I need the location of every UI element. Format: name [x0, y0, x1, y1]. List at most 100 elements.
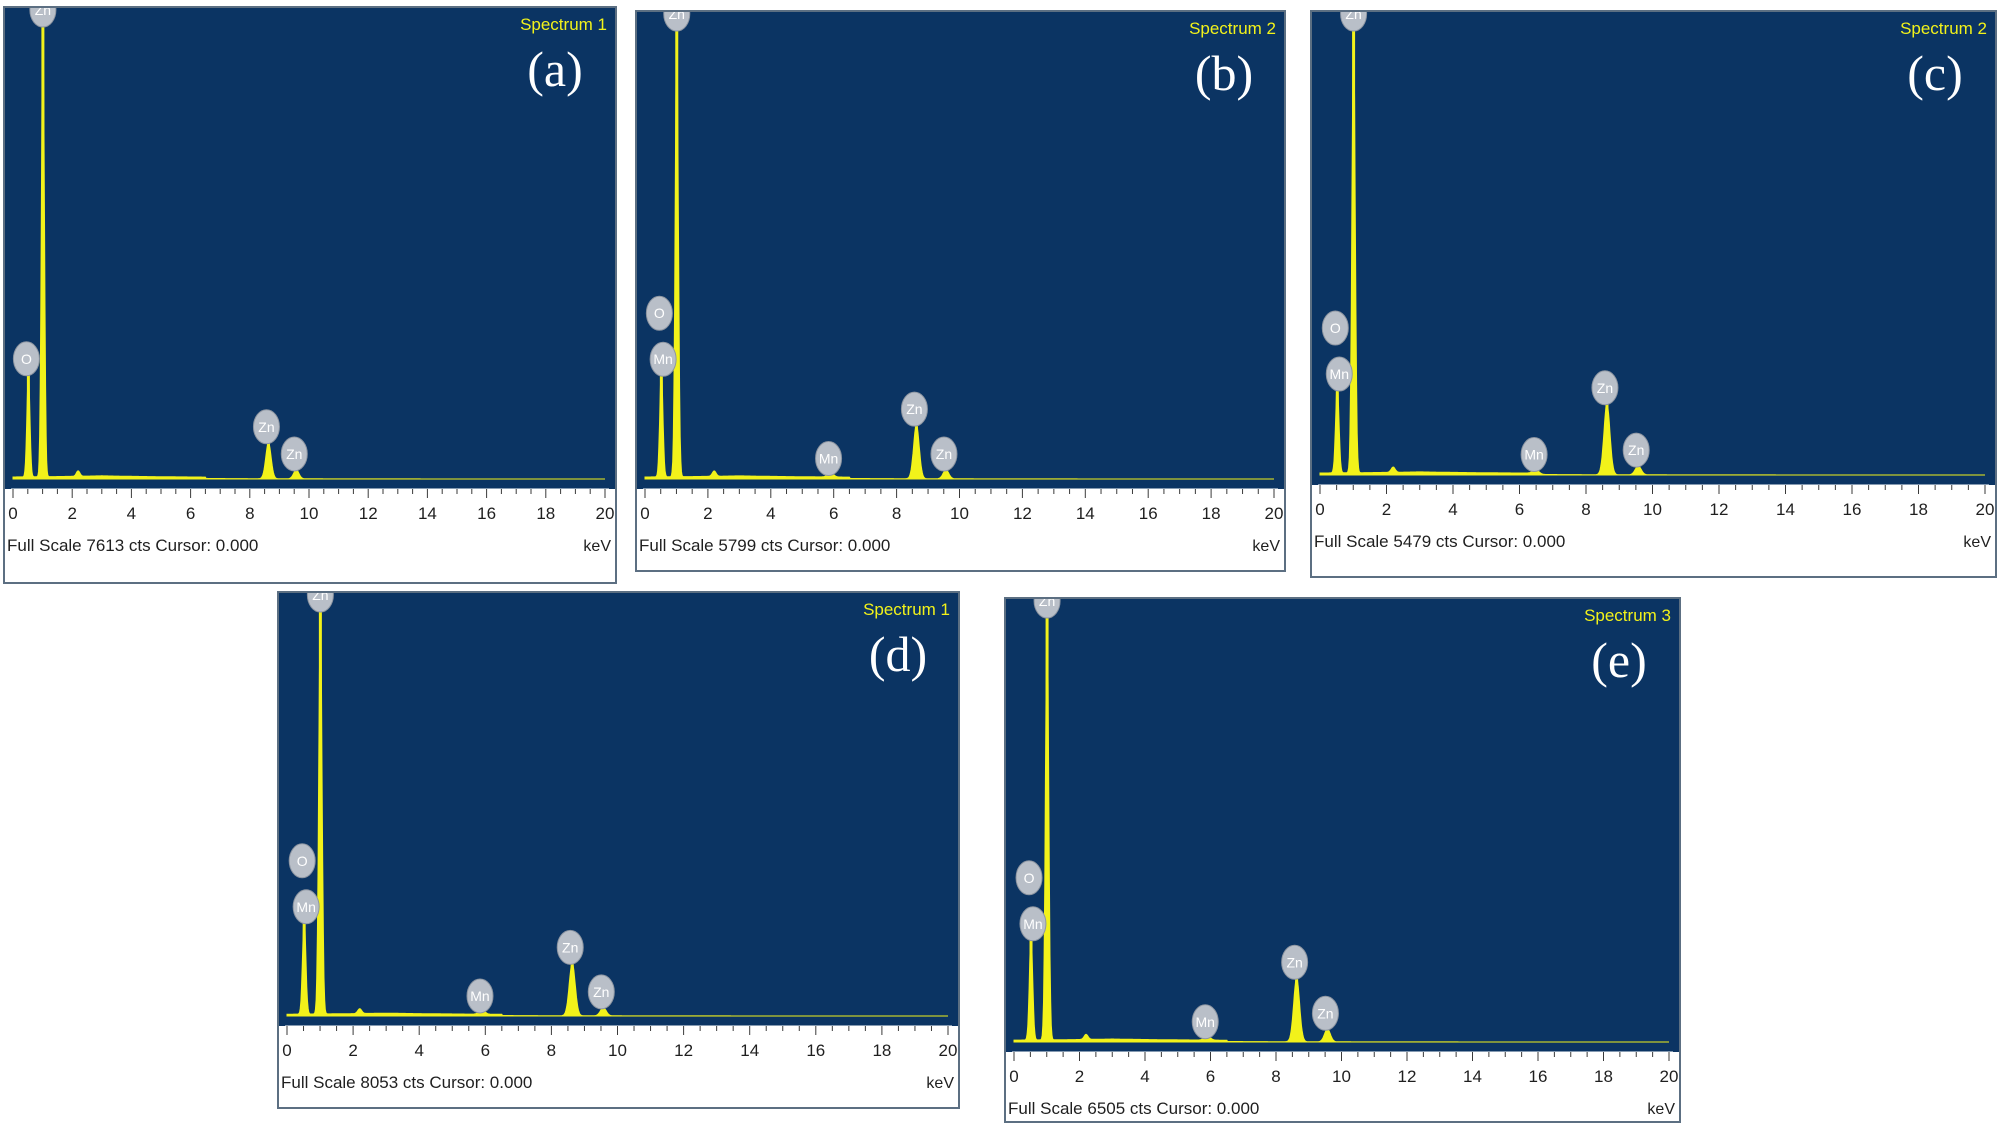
element-label-bubble [1325, 356, 1353, 392]
tick-label: 0 [1315, 500, 1324, 519]
tick-label: 10 [1332, 1067, 1351, 1086]
element-label-text: Zn [1628, 442, 1644, 458]
tick-label: 4 [1140, 1067, 1149, 1086]
tick-label: 6 [1206, 1067, 1215, 1086]
eds-spectrum-chart: O Mn Zn Mn Zn Zn Spectrum 3 (e) 0 2 4 6 8 10 12 14 16 18 2… [1006, 599, 1679, 1118]
element-label-text: O [21, 351, 32, 367]
element-label-zn: Zn [1591, 370, 1619, 406]
element-label-mn: Mn [466, 978, 494, 1014]
element-label-text: Zn [312, 593, 328, 603]
element-label-zn: Zn [587, 974, 615, 1010]
tick-label: 16 [1139, 504, 1158, 523]
tick-label: 6 [829, 504, 838, 523]
element-label-bubble [930, 436, 958, 472]
element-label-text: Zn [936, 446, 952, 462]
element-label-zn: Zn [663, 12, 691, 32]
x-axis: 0 2 4 6 8 10 12 14 16 18 20 [282, 1025, 957, 1060]
spectrum-title: Spectrum 2 [1900, 19, 1987, 38]
tick-label: 10 [1643, 500, 1662, 519]
element-label-o: O [645, 295, 673, 331]
spectrum-title: Spectrum 1 [863, 600, 950, 619]
element-label-zn: Zn [1622, 432, 1650, 468]
element-label-mn: Mn [1191, 1004, 1219, 1040]
element-label-text: Mn [470, 988, 489, 1004]
element-label-bubble [587, 974, 615, 1010]
element-label-text: Zn [906, 401, 922, 417]
tick-label: 14 [1463, 1067, 1482, 1086]
tick-label: 20 [1660, 1067, 1679, 1086]
panel-letter: (a) [527, 41, 583, 97]
eds-panel-b: O Mn Zn Mn Zn Zn Spectrum 2 (b) 0 2 4 6 8 10 12 14 16 18 2… [635, 10, 1286, 572]
eds-panel-e: O Mn Zn Mn Zn Zn Spectrum 3 (e) 0 2 4 6 8 10 12 14 16 18 2… [1004, 597, 1681, 1123]
element-label-bubble [900, 391, 928, 427]
eds-spectrum-chart: O Mn Zn Mn Zn Zn Spectrum 1 (d) 0 2 4 6 8 10 12 14 16 18 2… [279, 593, 958, 1092]
tick-label: 14 [1776, 500, 1795, 519]
panel-letter: (d) [869, 626, 927, 682]
element-label-o: O [1321, 310, 1349, 346]
footer-status: Full Scale 5479 cts Cursor: 0.000 [1314, 532, 1565, 551]
element-label-bubble [252, 409, 280, 445]
element-label-text: Mn [296, 899, 315, 915]
tick-label: 16 [477, 504, 496, 523]
element-label-bubble [1591, 370, 1619, 406]
eds-panel-a: O Zn Zn Zn Spectrum 1 (a) 0 2 4 6 8 10 12 14 16 18 20 keV… [3, 6, 617, 584]
element-label-bubble [663, 12, 691, 32]
element-label-text: Zn [669, 12, 685, 22]
eds-spectrum-chart: O Zn Zn Zn Spectrum 1 (a) 0 2 4 6 8 10 12 14 16 18 20 keV… [5, 8, 615, 555]
tick-label: 18 [1202, 504, 1221, 523]
element-label-zn: Zn [280, 436, 308, 472]
element-label-bubble [29, 8, 57, 28]
eds-panel-c: O Mn Zn Mn Zn Zn Spectrum 2 (c) 0 2 4 6 8 10 12 14 16 18 2… [1310, 10, 1997, 578]
tick-label: 18 [872, 1041, 891, 1060]
spectrum-trace [286, 616, 948, 1017]
element-label-bubble [280, 436, 308, 472]
element-label-bubble [306, 593, 334, 613]
element-label-text: Zn [1039, 599, 1055, 609]
element-label-o: O [288, 843, 316, 879]
plot-area [279, 593, 958, 1026]
tick-label: 20 [596, 504, 615, 523]
tick-label: 4 [414, 1041, 423, 1060]
tick-label: 10 [608, 1041, 627, 1060]
element-label-text: O [654, 305, 665, 321]
tick-label: 16 [1529, 1067, 1548, 1086]
x-axis: 0 2 4 6 8 10 12 14 16 18 20 [8, 488, 615, 523]
element-label-bubble [1281, 944, 1309, 980]
spectrum-trace [1319, 36, 1985, 476]
tick-label: 18 [536, 504, 555, 523]
tick-label: 16 [1843, 500, 1862, 519]
element-label-mn: Mn [292, 889, 320, 925]
element-label-zn: Zn [900, 391, 928, 427]
element-label-bubble [815, 441, 843, 477]
axis-unit-label: keV [1252, 538, 1280, 555]
element-label-zn: Zn [1281, 944, 1309, 980]
tick-label: 6 [186, 504, 195, 523]
tick-label: 2 [67, 504, 76, 523]
element-label-bubble [1311, 995, 1339, 1031]
element-label-o: O [12, 341, 40, 377]
element-label-text: O [297, 853, 308, 869]
tick-label: 0 [1009, 1067, 1018, 1086]
element-label-text: Mn [1330, 366, 1349, 382]
element-label-mn: Mn [649, 341, 677, 377]
footer-status: Full Scale 5799 cts Cursor: 0.000 [639, 536, 890, 555]
element-label-zn: Zn [306, 593, 334, 613]
tick-label: 4 [127, 504, 136, 523]
tick-label: 18 [1594, 1067, 1613, 1086]
tick-label: 8 [892, 504, 901, 523]
spectrum-trace [644, 36, 1274, 480]
element-label-mn: Mn [1520, 437, 1548, 473]
tick-label: 18 [1909, 500, 1928, 519]
element-label-text: Zn [593, 984, 609, 1000]
element-label-bubble [12, 341, 40, 377]
tick-label: 12 [1013, 504, 1032, 523]
axis-unit-label: keV [1647, 1101, 1675, 1118]
element-label-bubble [1520, 437, 1548, 473]
tick-label: 8 [547, 1041, 556, 1060]
tick-label: 14 [1076, 504, 1095, 523]
element-label-text: O [1330, 320, 1341, 336]
plot-area [637, 12, 1284, 489]
tick-label: 12 [1710, 500, 1729, 519]
tick-label: 0 [640, 504, 649, 523]
spectrum-trace [12, 32, 605, 480]
